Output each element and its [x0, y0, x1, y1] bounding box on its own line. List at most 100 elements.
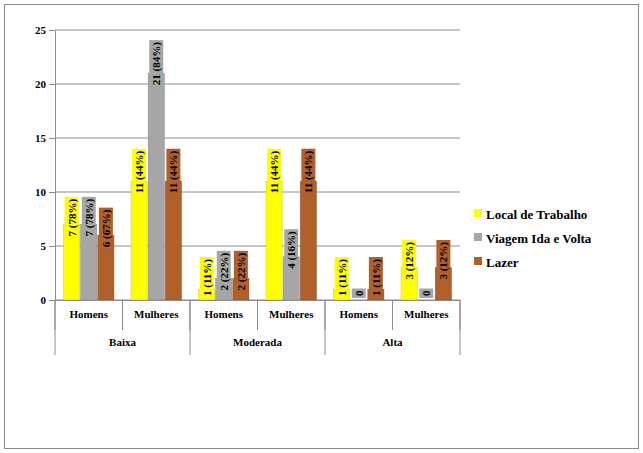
legend-swatch — [474, 257, 482, 265]
data-label-bg — [301, 149, 315, 195]
data-label: 11 (44%) — [268, 150, 281, 193]
x-tick-label: Homens — [340, 308, 379, 320]
data-label: 6 (67%) — [100, 209, 113, 247]
x-tick: Homens — [70, 300, 109, 320]
data-label: 4 (16%) — [285, 231, 298, 269]
bar-series — [81, 73, 300, 300]
data-label: 3 (12%) — [437, 242, 450, 280]
x-tick-label: Homens — [205, 308, 244, 320]
separator — [325, 300, 326, 355]
data-label: 2 (22%) — [235, 252, 248, 290]
data-label-bg — [149, 40, 163, 87]
y-tick-mark — [49, 192, 55, 193]
data-label-box: 0 — [352, 289, 366, 299]
data-label-bg — [217, 251, 231, 293]
legend: Local de Trabalho Viagem Ida e Volta Lazer — [474, 207, 592, 270]
y-tick-mark — [49, 30, 55, 31]
data-label-box: 6 (67%) — [99, 208, 113, 250]
grid-line — [55, 192, 460, 193]
data-label: 1 (11%) — [201, 259, 214, 296]
category-separators — [55, 300, 460, 355]
bars — [64, 73, 452, 300]
y-tick: 0 — [41, 294, 56, 306]
y-tick: 15 — [35, 132, 55, 144]
grid-line — [55, 30, 460, 31]
bar — [131, 181, 147, 300]
y-tick-mark — [49, 300, 55, 301]
separator — [460, 300, 461, 330]
data-label-box: 1 (11%) — [335, 257, 349, 298]
legend-item: Local de Trabalho — [474, 207, 587, 222]
data-label: 11 (44%) — [167, 150, 180, 193]
data-label-box: 21 (84%) — [149, 40, 163, 87]
bar — [266, 181, 282, 300]
legend-item: Viagem Ida e Volta — [474, 231, 592, 246]
y-tick-mark — [49, 246, 55, 247]
bar — [165, 181, 181, 300]
x-tick-label: Mulheres — [269, 308, 314, 320]
bar-series — [64, 181, 418, 300]
data-label-box: 4 (16%) — [284, 229, 298, 271]
y-tick-label: 15 — [35, 132, 47, 144]
data-label-box: 1 (11%) — [200, 257, 214, 298]
grid-line — [55, 246, 460, 247]
data-label-box: 3 (12%) — [436, 240, 450, 282]
data-label: 11 (44%) — [133, 150, 146, 193]
legend-item: Lazer — [474, 255, 519, 270]
data-label-box: 7 (78%) — [82, 197, 96, 239]
separator — [325, 300, 326, 330]
group-labels: Baixa Moderada Alta — [109, 336, 403, 348]
data-label-box: 2 (22%) — [217, 251, 231, 293]
x-tick-label: Mulheres — [134, 308, 179, 320]
bar — [351, 300, 367, 301]
data-label-bg — [369, 257, 383, 298]
data-label: 2 (22%) — [218, 252, 231, 290]
y-tick-label: 10 — [35, 186, 47, 198]
y-tick: 5 — [41, 240, 56, 252]
bar — [418, 300, 434, 301]
data-label-box: 7 (78%) — [65, 197, 79, 239]
data-label: 1 (11%) — [336, 259, 349, 296]
data-label-bg — [335, 257, 349, 298]
separator — [460, 300, 461, 355]
separator — [190, 300, 191, 330]
data-label-bg — [200, 257, 214, 298]
data-labels: 7 (78%) 11 (44%) 1 (11%) 11 (44%) 1 (11%) 3 (… — [65, 40, 451, 298]
y-tick: 10 — [35, 186, 55, 198]
data-label-bg — [234, 251, 248, 293]
grid-line — [55, 84, 460, 85]
chart: 0 5 10 15 20 25 7 (78%) 11 (44%) 1 (11%) 11 (44%)… — [0, 0, 643, 453]
data-label-box: 0 — [419, 289, 433, 299]
group-label: Baixa — [109, 336, 136, 348]
separator — [122, 300, 123, 330]
x-tick-label: Mulheres — [404, 308, 449, 320]
bar-series — [98, 181, 452, 300]
separator — [55, 300, 56, 355]
data-label: 0 — [420, 290, 432, 296]
grid — [55, 30, 460, 300]
x-tick-label: Homens — [70, 308, 109, 320]
y-tick: 20 — [35, 78, 55, 90]
group-label: Alta — [382, 336, 403, 348]
separator — [55, 300, 56, 330]
data-label: 7 (78%) — [66, 198, 79, 236]
legend-swatch — [474, 209, 482, 217]
x-tick: Mulheres — [269, 300, 314, 320]
grid-line — [55, 138, 460, 139]
data-label-bg — [166, 149, 180, 195]
data-label-box: 11 (44%) — [132, 149, 146, 195]
data-label-bg — [132, 149, 146, 195]
data-label-box: 3 (12%) — [402, 240, 416, 282]
y-tick-label: 20 — [35, 78, 47, 90]
y-tick-label: 25 — [35, 24, 47, 36]
x-tick: Mulheres — [134, 300, 179, 320]
x-tick: Mulheres — [404, 300, 449, 320]
group-label: Moderada — [233, 336, 282, 348]
data-label-bg — [284, 229, 298, 271]
data-label-box: 11 (44%) — [166, 149, 180, 195]
legend-label: Local de Trabalho — [486, 207, 587, 222]
data-label: 21 (84%) — [150, 42, 163, 85]
data-label: 3 (12%) — [403, 242, 416, 280]
y-axis-line — [55, 31, 56, 301]
data-label-bg — [436, 240, 450, 282]
